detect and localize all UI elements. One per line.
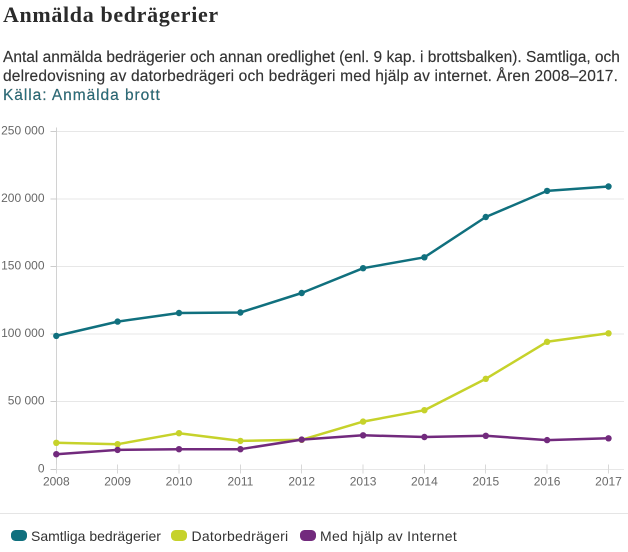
svg-text:50 000: 50 000: [8, 394, 45, 408]
svg-text:2011: 2011: [227, 475, 253, 489]
svg-text:2015: 2015: [472, 475, 499, 489]
svg-text:2008: 2008: [43, 475, 70, 489]
svg-text:2013: 2013: [350, 475, 377, 489]
svg-text:2009: 2009: [104, 475, 131, 489]
svg-text:2014: 2014: [411, 475, 438, 489]
svg-text:2016: 2016: [534, 475, 561, 489]
svg-text:100 000: 100 000: [1, 326, 45, 340]
svg-text:0: 0: [38, 462, 45, 476]
svg-text:2012: 2012: [288, 475, 315, 489]
svg-text:2017: 2017: [595, 475, 622, 489]
svg-text:250 000: 250 000: [1, 124, 45, 138]
svg-text:150 000: 150 000: [1, 259, 45, 273]
svg-text:2010: 2010: [166, 475, 193, 489]
svg-text:200 000: 200 000: [1, 191, 45, 205]
